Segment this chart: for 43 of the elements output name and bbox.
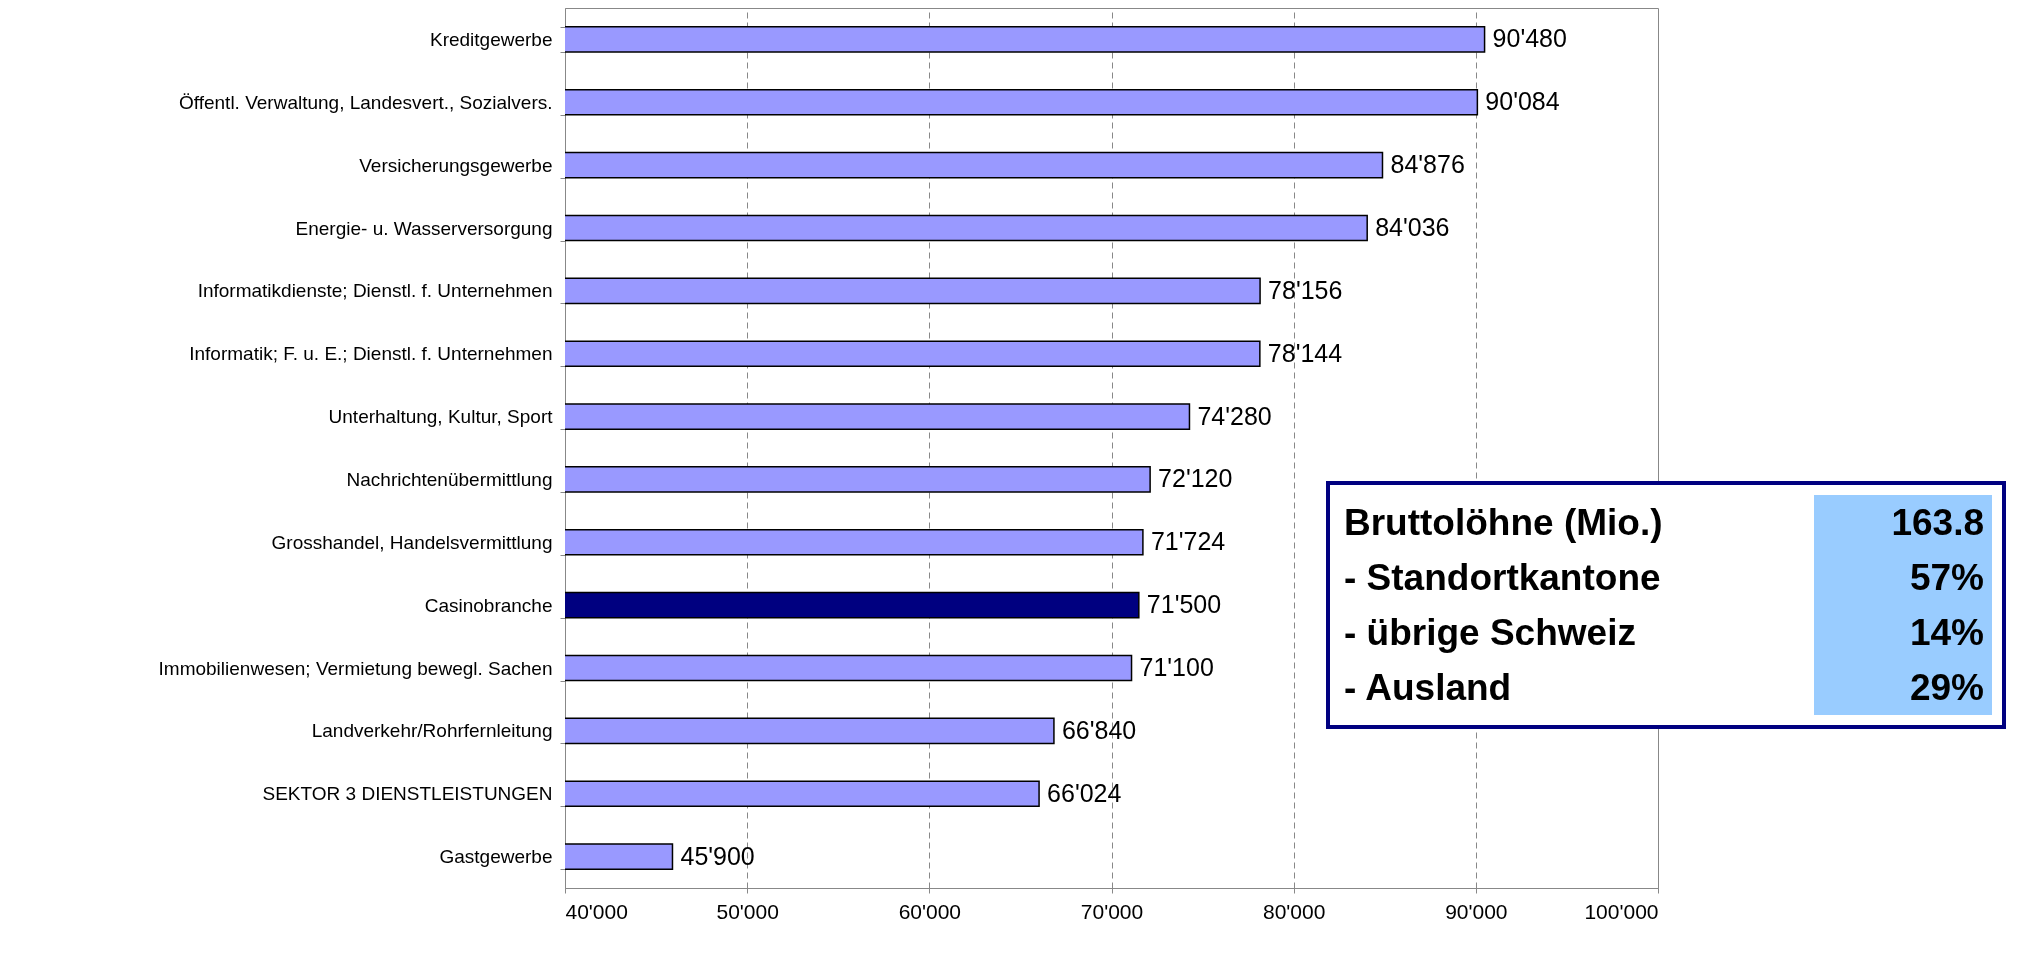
data-label: 90'084: [1485, 87, 1560, 116]
y-tick-label: SEKTOR 3 DIENSTLEISTUNGEN: [262, 783, 553, 805]
y-tick-label: Unterhaltung, Kultur, Sport: [328, 406, 554, 428]
data-label: 71'100: [1139, 653, 1214, 681]
annotation: - Standortkantone: [1344, 555, 1662, 600]
data-label: 74'280: [1197, 401, 1272, 430]
text: 29%: [1909, 666, 1984, 708]
y-tick-label: Informatik; F. u. E.; Dienstl. f. Unternehmen: [189, 343, 553, 365]
x-tick-label: 50'000: [716, 899, 779, 923]
data-label: 71'500: [1146, 590, 1222, 619]
text: 163.8: [1891, 501, 1984, 543]
data-label: 45'900: [680, 841, 755, 870]
y-tick-label: Grosshandel, Handelsvermittlung: [271, 531, 553, 553]
data-label: 66'840: [1061, 715, 1137, 744]
annotation: - übrige Schweiz: [1344, 610, 1637, 655]
y-tick-label: Kreditgewerbe: [429, 28, 553, 50]
data-label: 84'876: [1390, 150, 1465, 179]
x-tick-label: 80'000: [1262, 899, 1326, 923]
annotation: - Ausland: [1344, 665, 1513, 710]
x-tick-label: 60'000: [898, 899, 962, 923]
y-tick-label: Versicherungsgewerbe: [359, 154, 553, 176]
x-tick-label: 40'000: [565, 899, 628, 923]
annotation: Bruttolöhne (Mio.): [1344, 500, 1664, 545]
y-tick-label: Informatikdienste; Dienstl. f. Unternehmen: [197, 280, 553, 302]
data-label: 78'156: [1268, 275, 1343, 304]
data-label: 84'036: [1375, 213, 1450, 241]
y-tick-label: Öffentl. Verwaltung, Landesvert., Sozialvers.: [178, 91, 553, 113]
data-label: 72'120: [1158, 464, 1233, 493]
data-label: 90'480: [1492, 24, 1567, 53]
data-label: 71'724: [1150, 527, 1226, 556]
data-label: 66'024: [1047, 778, 1122, 807]
y-tick-label: Nachrichtenübermittlung: [346, 468, 553, 490]
text: 57%: [1909, 556, 1984, 598]
x-tick-label: 90'000: [1445, 899, 1508, 923]
data-label: 78'144: [1267, 338, 1343, 367]
y-tick-label: Immobilienwesen; Vermietung bewegl. Sachen: [158, 657, 553, 679]
y-tick-label: Casinobranche: [424, 594, 553, 616]
y-tick-label: Landverkehr/Rohrfernleitung: [311, 720, 553, 742]
y-tick-label: Energie- u. Wasserversorgung: [295, 217, 553, 239]
x-tick-label: 70'000: [1080, 899, 1144, 923]
x-tick-label: 100'000: [1584, 899, 1659, 923]
text: 14%: [1909, 611, 1984, 653]
y-tick-label: Gastgewerbe: [439, 846, 553, 868]
